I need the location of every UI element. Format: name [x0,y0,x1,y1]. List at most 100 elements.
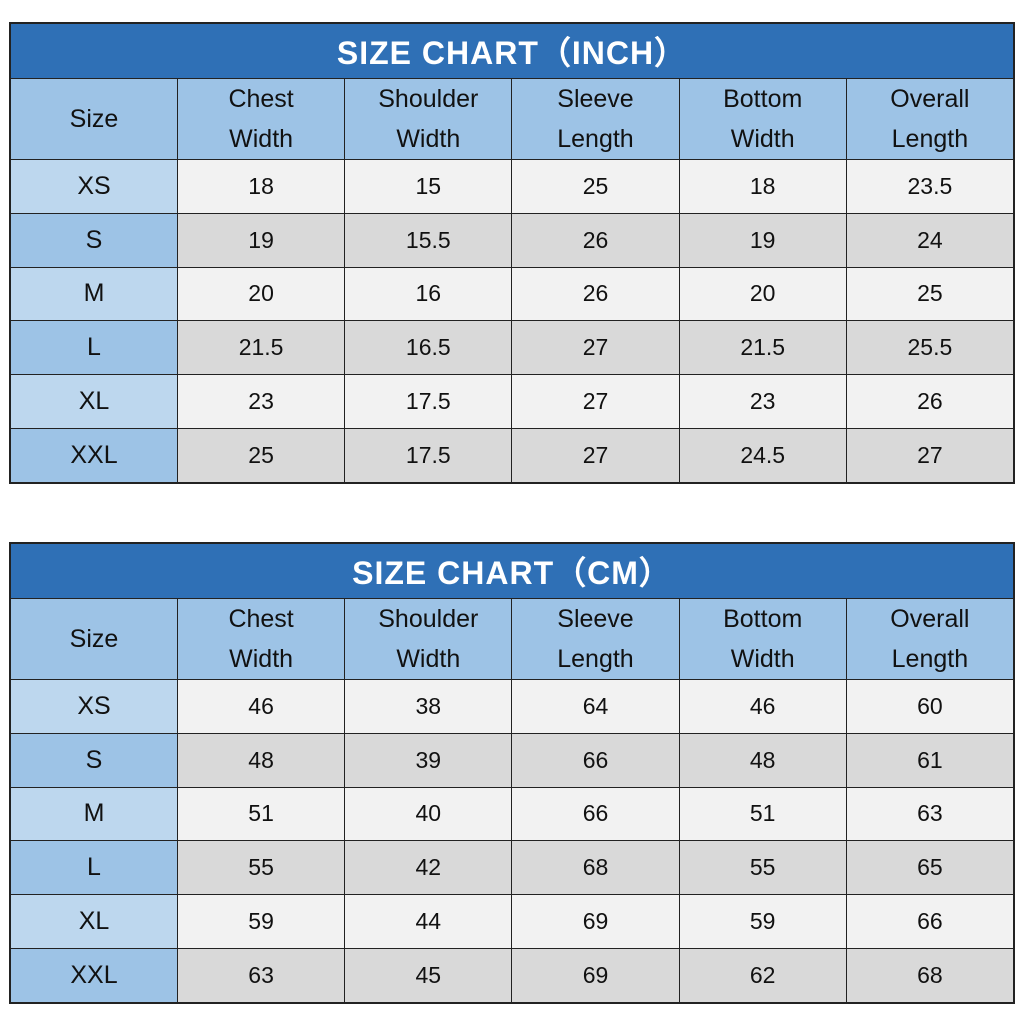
header-text: Length [891,125,969,153]
header-text: Length [891,645,969,673]
table-title: SIZE CHART（INCH） [11,24,1013,79]
measurement: 24.5 [679,428,846,482]
measurement: 63 [178,948,345,1002]
header-cell: Size [11,599,177,679]
measurement: 15.5 [345,213,512,267]
measurement: 27 [846,428,1013,482]
size-table: SIZE CHART（CM） Size Chest Width Shoulder Widt… [9,542,1015,1004]
measurement: 63 [846,787,1013,841]
header-cell: Shoulder Width [345,599,512,679]
measurement: 48 [178,733,345,787]
measurement: 20 [679,267,846,321]
measurement: 40 [345,787,512,841]
measurement: 44 [345,895,512,948]
header-cell: Sleeve Length [512,599,679,679]
measurement: 19 [679,213,846,267]
header-text: Width [730,645,795,673]
header-cell: Size [11,79,177,159]
header-text: Size [69,625,119,653]
measurement: 68 [512,841,679,895]
header-cell: Overall Length [846,599,1013,679]
header-text: Chest [228,605,294,633]
measurement: 19 [178,213,345,267]
measurement: 68 [846,948,1013,1002]
measurement: 25.5 [846,321,1013,375]
measurement: 51 [679,787,846,841]
measurement: 27 [512,375,679,428]
measurement: 39 [345,733,512,787]
measurement: 21.5 [178,321,345,375]
measurement: 66 [846,895,1013,948]
measurement: 23.5 [846,160,1013,213]
header-text: Shoulder [378,605,479,633]
measurement: 16.5 [345,321,512,375]
table-grid: Size Chest Width Shoulder Width Sleeve Length B… [11,599,1013,1002]
measurement: 21.5 [679,321,846,375]
size-label: S [11,213,177,267]
header-text: Bottom [723,605,803,633]
header-cell: Bottom Width [679,599,846,679]
measurement: 27 [512,321,679,375]
size-label: XXL [11,948,177,1002]
header-text: Sleeve [557,605,634,633]
header-text: Width [396,125,461,153]
size-label: L [11,321,177,375]
measurement: 26 [512,213,679,267]
header-text: Width [730,125,795,153]
measurement: 69 [512,948,679,1002]
measurement: 59 [679,895,846,948]
measurement: 64 [512,680,679,733]
size-label: L [11,841,177,895]
measurement: 66 [512,787,679,841]
measurement: 18 [178,160,345,213]
measurement: 25 [846,267,1013,321]
size-label: S [11,733,177,787]
size-label: XL [11,375,177,428]
measurement: 20 [178,267,345,321]
measurement: 38 [345,680,512,733]
measurement: 48 [679,733,846,787]
table-grid: Size Chest Width Shoulder Width Sleeve Length B… [11,79,1013,482]
measurement: 24 [846,213,1013,267]
measurement: 46 [679,680,846,733]
size-label: XS [11,680,177,733]
measurement: 17.5 [345,428,512,482]
header-text: Shoulder [378,85,479,113]
measurement: 16 [345,267,512,321]
measurement: 25 [512,160,679,213]
header-cell: Overall Length [846,79,1013,159]
measurement: 26 [846,375,1013,428]
measurement: 62 [679,948,846,1002]
header-text: Width [396,645,461,673]
header-text: Width [229,645,294,673]
header-cell: Chest Width [178,79,345,159]
header-text: Overall [890,85,970,113]
header-cell: Bottom Width [679,79,846,159]
header-cell: Shoulder Width [345,79,512,159]
measurement: 55 [679,841,846,895]
measurement: 60 [846,680,1013,733]
table-title: SIZE CHART（CM） [11,544,1013,599]
size-table: SIZE CHART（INCH） Size Chest Width Shoulder Wi… [9,22,1015,484]
measurement: 26 [512,267,679,321]
header-text: Size [69,105,119,133]
size-label: XXL [11,428,177,482]
measurement: 17.5 [345,375,512,428]
measurement: 15 [345,160,512,213]
measurement: 23 [178,375,345,428]
header-text: Length [557,645,634,673]
measurement: 61 [846,733,1013,787]
measurement: 55 [178,841,345,895]
measurement: 23 [679,375,846,428]
measurement: 45 [345,948,512,1002]
measurement: 51 [178,787,345,841]
size-label: XL [11,895,177,948]
header-text: Overall [890,605,970,633]
size-label: XS [11,160,177,213]
header-text: Width [229,125,294,153]
header-cell: Sleeve Length [512,79,679,159]
header-cell: Chest Width [178,599,345,679]
measurement: 27 [512,428,679,482]
size-label: M [11,267,177,321]
measurement: 65 [846,841,1013,895]
